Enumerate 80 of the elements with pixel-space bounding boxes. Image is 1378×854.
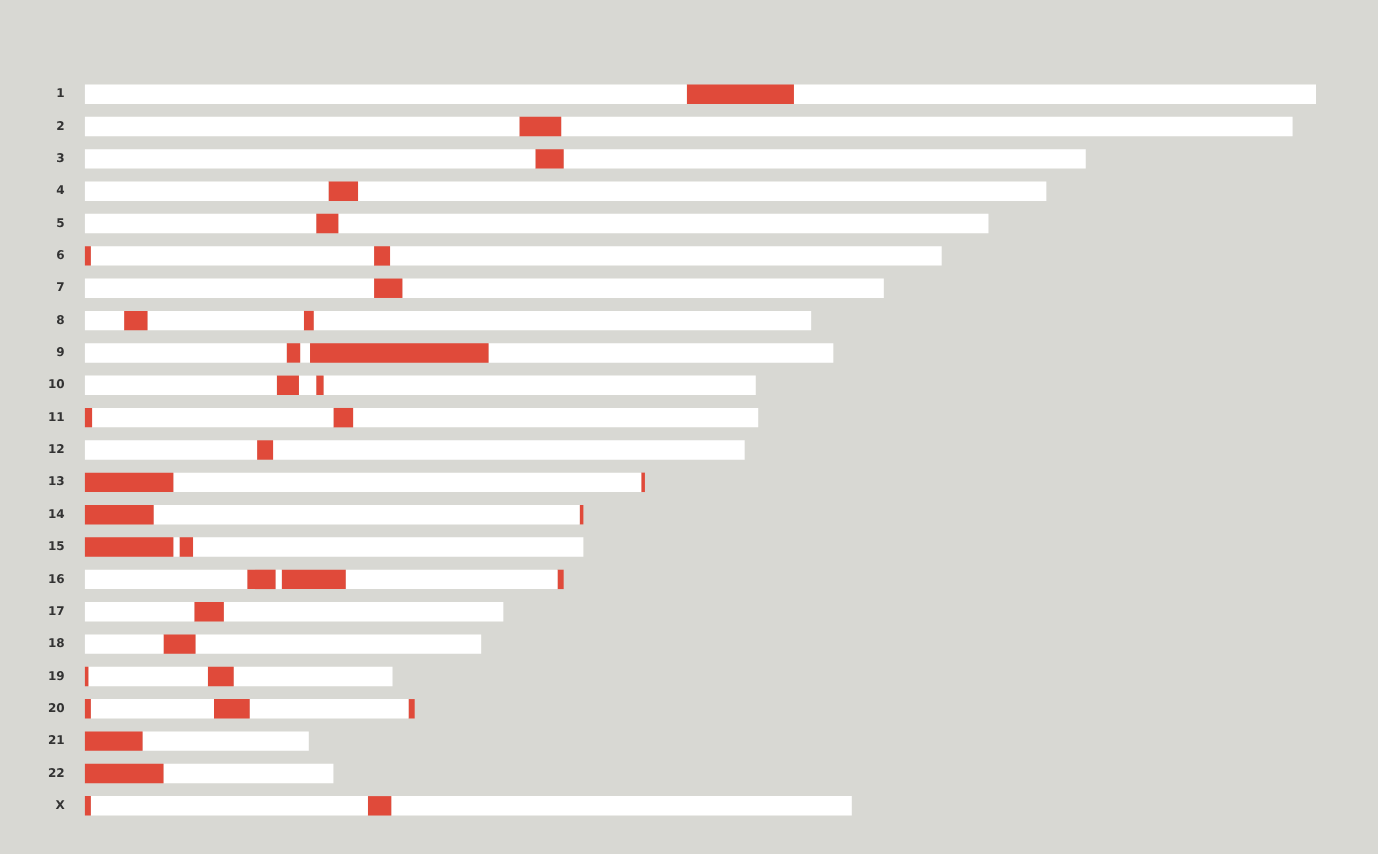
bar bbox=[84, 343, 287, 363]
bar bbox=[179, 537, 194, 557]
bar bbox=[84, 634, 164, 654]
bar bbox=[298, 375, 317, 396]
bar bbox=[358, 181, 1047, 201]
bar bbox=[408, 699, 415, 719]
bar bbox=[163, 763, 334, 784]
bar bbox=[286, 343, 301, 363]
bar bbox=[557, 569, 564, 590]
bar bbox=[142, 731, 309, 751]
bar bbox=[207, 666, 234, 687]
bar bbox=[313, 310, 812, 331]
bar bbox=[213, 699, 250, 719]
bar bbox=[163, 634, 196, 654]
bar bbox=[402, 278, 884, 298]
bar bbox=[84, 181, 329, 201]
bar bbox=[194, 602, 224, 622]
bar bbox=[233, 666, 393, 687]
bar bbox=[374, 246, 391, 266]
bar bbox=[273, 440, 745, 460]
bar bbox=[535, 149, 564, 169]
bar bbox=[88, 666, 208, 687]
bar bbox=[345, 569, 558, 590]
bar bbox=[328, 181, 359, 201]
bar bbox=[519, 116, 562, 137]
bar bbox=[195, 634, 482, 654]
bar bbox=[173, 472, 642, 493]
bar bbox=[84, 246, 91, 266]
bar bbox=[390, 246, 942, 266]
bar bbox=[561, 116, 1293, 137]
bar bbox=[84, 472, 174, 493]
bar bbox=[333, 407, 354, 428]
bar bbox=[84, 440, 258, 460]
bar bbox=[84, 149, 536, 169]
bar bbox=[488, 343, 834, 363]
bar bbox=[323, 375, 756, 396]
bar bbox=[316, 375, 324, 396]
bar bbox=[793, 84, 1316, 104]
bar bbox=[84, 569, 248, 590]
bar bbox=[275, 569, 282, 590]
bar bbox=[90, 246, 375, 266]
bar bbox=[92, 407, 334, 428]
bar bbox=[84, 504, 154, 525]
bar bbox=[124, 310, 148, 331]
bar bbox=[84, 407, 93, 428]
bar bbox=[147, 310, 304, 331]
bar bbox=[257, 440, 274, 460]
bar bbox=[563, 149, 1086, 169]
bar bbox=[281, 569, 346, 590]
bar bbox=[153, 504, 580, 525]
bar bbox=[90, 699, 214, 719]
bar bbox=[338, 213, 989, 234]
bar bbox=[84, 84, 687, 104]
bar bbox=[374, 278, 403, 298]
bar bbox=[310, 343, 489, 363]
bar bbox=[316, 213, 339, 234]
bar bbox=[223, 602, 504, 622]
bar bbox=[90, 796, 368, 816]
bar bbox=[84, 278, 375, 298]
bar bbox=[249, 699, 409, 719]
bar bbox=[300, 343, 311, 363]
bar bbox=[247, 569, 276, 590]
bar bbox=[84, 375, 277, 396]
bar bbox=[686, 84, 794, 104]
bar bbox=[84, 731, 143, 751]
bar bbox=[84, 763, 164, 784]
bar bbox=[367, 796, 392, 816]
bar bbox=[84, 699, 91, 719]
bar bbox=[84, 602, 195, 622]
bar bbox=[391, 796, 852, 816]
bar bbox=[173, 537, 180, 557]
bar bbox=[303, 310, 314, 331]
bar bbox=[84, 796, 91, 816]
bar bbox=[193, 537, 584, 557]
bar bbox=[84, 537, 174, 557]
bar bbox=[276, 375, 299, 396]
bar bbox=[353, 407, 759, 428]
bar bbox=[84, 116, 520, 137]
bar bbox=[84, 213, 317, 234]
bar bbox=[84, 310, 125, 331]
